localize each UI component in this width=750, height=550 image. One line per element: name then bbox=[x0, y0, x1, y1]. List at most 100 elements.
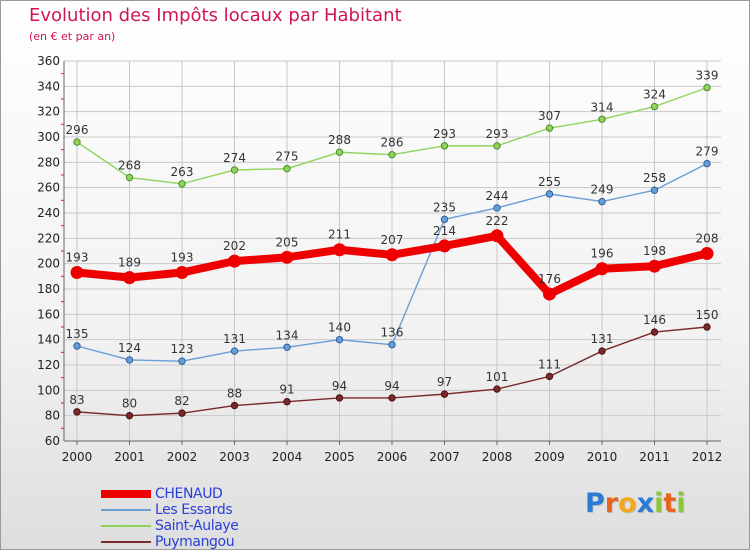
data-point bbox=[598, 347, 606, 355]
data-point bbox=[493, 385, 501, 393]
data-label: 268 bbox=[118, 159, 141, 173]
data-point bbox=[178, 180, 186, 188]
data-label: 314 bbox=[591, 100, 614, 114]
data-label: 279 bbox=[696, 145, 719, 159]
x-tick-label: 2009 bbox=[534, 450, 565, 464]
y-tick-label: 240 bbox=[37, 206, 60, 220]
data-label: 123 bbox=[171, 342, 194, 356]
data-point bbox=[178, 357, 186, 365]
data-point bbox=[545, 124, 554, 132]
y-tick-label: 320 bbox=[37, 105, 60, 119]
series-puymangou: 83 80 82 88 91 94 94 97 101 111 131 146 150 bbox=[69, 308, 719, 420]
data-label: 274 bbox=[223, 151, 246, 165]
x-tick-label: 2010 bbox=[587, 450, 618, 464]
legend-swatch bbox=[101, 541, 151, 543]
y-tick-label: 160 bbox=[37, 307, 60, 321]
logo-letter: t bbox=[663, 488, 677, 519]
data-point bbox=[440, 215, 449, 224]
data-point bbox=[650, 328, 659, 336]
data-label: 249 bbox=[591, 183, 614, 197]
data-label: 82 bbox=[174, 394, 189, 408]
data-point bbox=[335, 394, 344, 402]
data-point bbox=[175, 266, 189, 280]
data-point bbox=[648, 259, 661, 273]
x-tick-label: 2005 bbox=[324, 450, 355, 464]
data-label: 207 bbox=[381, 233, 404, 247]
data-label: 258 bbox=[643, 171, 666, 185]
data-point bbox=[73, 408, 81, 416]
data-point bbox=[388, 151, 396, 159]
data-point bbox=[700, 247, 714, 261]
data-label: 135 bbox=[66, 327, 89, 341]
data-label: 146 bbox=[643, 313, 666, 327]
data-label: 124 bbox=[118, 341, 141, 355]
y-tick-label: 120 bbox=[37, 358, 60, 372]
data-point bbox=[70, 266, 84, 280]
data-label: 83 bbox=[69, 393, 84, 407]
data-point bbox=[598, 197, 606, 206]
data-label: 196 bbox=[591, 247, 614, 261]
y-tick-label: 80 bbox=[45, 409, 60, 423]
data-point bbox=[438, 239, 451, 253]
data-label: 208 bbox=[696, 232, 719, 246]
data-label: 134 bbox=[276, 328, 299, 342]
x-tick-label: 2004 bbox=[272, 450, 303, 464]
legend-swatch bbox=[101, 509, 151, 511]
data-label: 80 bbox=[122, 397, 137, 411]
y-tick-label: 300 bbox=[37, 130, 60, 144]
data-point bbox=[650, 102, 659, 111]
chart-title: Evolution des Impôts locaux par Habitant bbox=[29, 5, 402, 26]
data-point bbox=[178, 409, 186, 417]
series-saint-aulaye: 296 268 263 274 275 288 286 293 293 307 314 324 339 bbox=[66, 69, 719, 188]
data-label: 150 bbox=[696, 308, 719, 322]
data-point bbox=[73, 342, 81, 350]
x-tick-label: 2002 bbox=[167, 450, 198, 464]
data-point bbox=[440, 142, 449, 150]
data-point bbox=[335, 335, 344, 344]
legend-label: Les Essards bbox=[155, 502, 233, 518]
data-label: 88 bbox=[227, 387, 242, 401]
data-label: 324 bbox=[643, 88, 666, 102]
data-label: 293 bbox=[486, 127, 509, 141]
series-les-essards: 135 124 123 131 134 140 136 235 244 255 249 258 279 bbox=[66, 145, 719, 365]
y-tick-label: 280 bbox=[37, 155, 60, 169]
data-label: 288 bbox=[328, 133, 351, 147]
x-tick-label: 2006 bbox=[377, 450, 408, 464]
data-point bbox=[125, 411, 134, 420]
data-point bbox=[388, 394, 396, 402]
series-chenaud: 193 189 193 202 205 211 207 214 222 176 196 198 208 bbox=[66, 214, 719, 301]
data-point bbox=[703, 83, 711, 92]
data-label: 131 bbox=[591, 332, 614, 346]
data-point bbox=[595, 262, 609, 276]
data-point bbox=[598, 115, 606, 123]
x-tick-label: 2001 bbox=[114, 450, 145, 464]
data-label: 202 bbox=[223, 239, 246, 253]
data-point bbox=[333, 243, 346, 257]
data-point bbox=[228, 254, 241, 268]
data-label: 193 bbox=[66, 251, 89, 265]
data-label: 198 bbox=[643, 244, 666, 258]
x-tick-label: 2012 bbox=[692, 450, 723, 464]
data-point bbox=[73, 138, 81, 146]
legend-label: Puymangou bbox=[155, 534, 235, 550]
data-point bbox=[543, 287, 556, 301]
y-tick-label: 200 bbox=[37, 257, 60, 271]
data-label: 286 bbox=[381, 136, 404, 150]
data-point bbox=[230, 347, 239, 355]
logo-letter: r bbox=[604, 488, 619, 519]
data-label: 275 bbox=[276, 150, 299, 164]
data-label: 214 bbox=[433, 224, 456, 238]
data-label: 339 bbox=[696, 69, 719, 83]
y-tick-label: 260 bbox=[37, 181, 60, 195]
data-label: 91 bbox=[279, 383, 294, 397]
data-point bbox=[123, 271, 136, 285]
logo-letter: x bbox=[636, 488, 655, 519]
data-point bbox=[493, 204, 501, 212]
data-point bbox=[650, 186, 659, 194]
y-tick-label: 220 bbox=[37, 231, 60, 245]
data-point bbox=[493, 142, 501, 150]
y-tick-label: 140 bbox=[37, 333, 60, 347]
data-label: 244 bbox=[486, 189, 509, 203]
data-label: 193 bbox=[171, 251, 194, 265]
